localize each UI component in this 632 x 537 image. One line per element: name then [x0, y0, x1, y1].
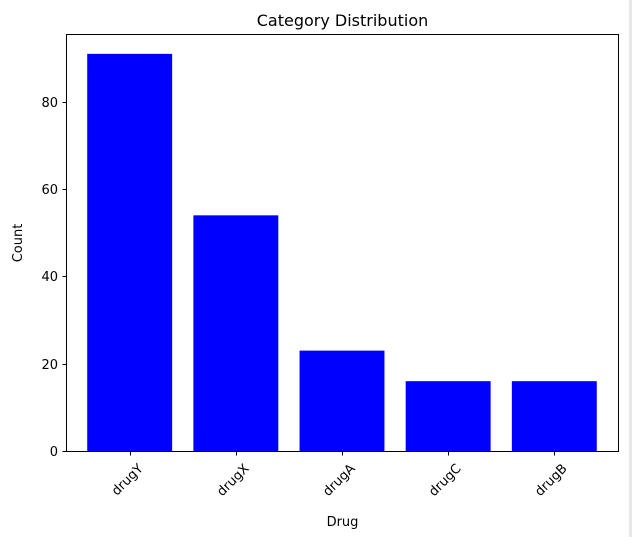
bar-drugX	[193, 215, 279, 451]
bar-drugB	[511, 381, 597, 451]
y-tick-label: 60	[41, 183, 58, 198]
y-axis-label: Count	[11, 224, 26, 263]
bar-drugY	[87, 53, 173, 451]
y-tick-label: 20	[41, 358, 58, 373]
bars-group	[87, 53, 597, 451]
x-axis-label: Drug	[327, 515, 359, 530]
y-tick-label: 40	[41, 270, 58, 285]
y-axis: 0 20 40 60 80	[41, 96, 67, 460]
chart-title: Category Distribution	[257, 11, 429, 30]
bar-drugA	[299, 350, 385, 451]
y-tick-label: 0	[50, 445, 58, 460]
bar-drugC	[405, 381, 491, 451]
window-edge	[629, 0, 632, 537]
y-tick-label: 80	[41, 96, 58, 111]
